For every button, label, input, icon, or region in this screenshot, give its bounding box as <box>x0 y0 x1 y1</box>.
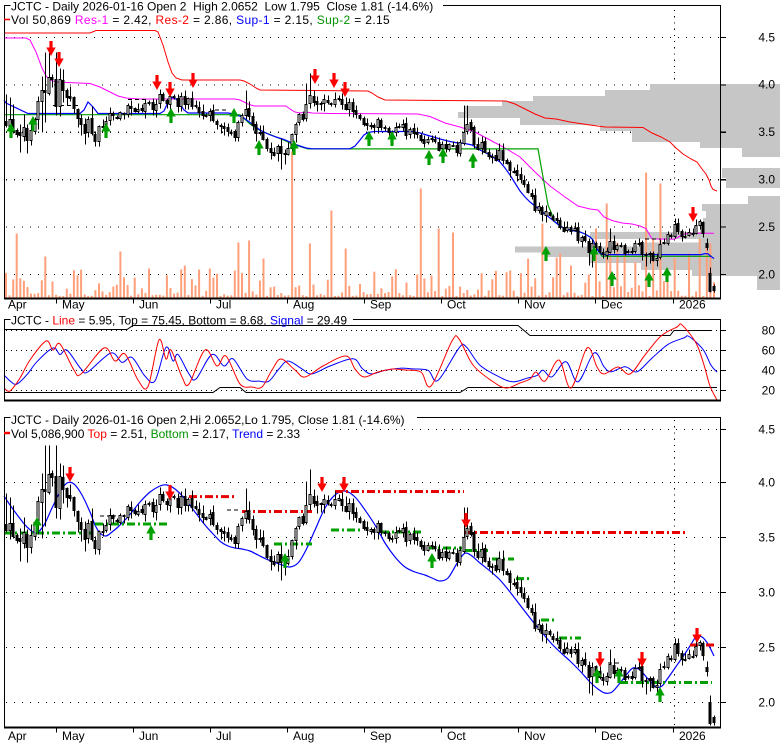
svg-text:2026: 2026 <box>679 729 706 743</box>
svg-text:Jun: Jun <box>139 729 158 743</box>
svg-text:Nov: Nov <box>524 298 545 312</box>
svg-text:4.5: 4.5 <box>758 30 775 44</box>
svg-text:2.0: 2.0 <box>758 695 775 709</box>
svg-text:Vol 5,086,900 Top = 2.51, Bott: Vol 5,086,900 Top = 2.51, Bottom = 2.17,… <box>11 427 300 441</box>
svg-text:20: 20 <box>762 383 776 397</box>
svg-text:80: 80 <box>762 323 776 337</box>
svg-text:2.0: 2.0 <box>758 267 775 281</box>
svg-text:60: 60 <box>762 343 776 357</box>
svg-text:May: May <box>62 298 85 312</box>
svg-text:Oct: Oct <box>447 298 466 312</box>
svg-text:2026: 2026 <box>679 298 706 312</box>
svg-text:Oct: Oct <box>447 729 466 743</box>
svg-text:JCTC - Line = 5.95, Top = 75.4: JCTC - Line = 5.95, Top = 75.45, Bottom … <box>11 313 347 327</box>
svg-text:Jul: Jul <box>216 729 231 743</box>
svg-text:2.5: 2.5 <box>758 640 775 654</box>
svg-text:3.0: 3.0 <box>758 585 775 599</box>
svg-text:40: 40 <box>762 363 776 377</box>
svg-text:4.0: 4.0 <box>758 78 775 92</box>
svg-text:JCTC - Daily 2026-01-16 Open 2: JCTC - Daily 2026-01-16 Open 2 High 2.06… <box>11 0 433 14</box>
svg-text:Sep: Sep <box>370 729 392 743</box>
svg-text:Aug: Aug <box>293 298 314 312</box>
svg-text:3.5: 3.5 <box>758 530 775 544</box>
svg-text:Nov: Nov <box>524 729 545 743</box>
svg-text:Apr: Apr <box>8 729 27 743</box>
svg-text:Jul: Jul <box>216 298 231 312</box>
svg-text:Apr: Apr <box>8 298 27 312</box>
svg-text:Dec: Dec <box>601 729 622 743</box>
svg-text:4.0: 4.0 <box>758 475 775 489</box>
svg-text:3.0: 3.0 <box>758 173 775 187</box>
svg-text:Sep: Sep <box>370 298 392 312</box>
svg-text:May: May <box>62 729 85 743</box>
svg-text:Dec: Dec <box>601 298 622 312</box>
svg-text:Jun: Jun <box>139 298 158 312</box>
svg-text:2.5: 2.5 <box>758 220 775 234</box>
svg-text:JCTC - Daily 2026-01-16 Open 2: JCTC - Daily 2026-01-16 Open 2,Hi 2.0652… <box>11 413 405 427</box>
svg-text:Vol 50,869 Res-1 = 2.42, Res-2: Vol 50,869 Res-1 = 2.42, Res-2 = 2.86, S… <box>11 13 390 27</box>
svg-text:4.5: 4.5 <box>758 422 775 436</box>
svg-text:Aug: Aug <box>293 729 314 743</box>
svg-text:3.5: 3.5 <box>758 125 775 139</box>
